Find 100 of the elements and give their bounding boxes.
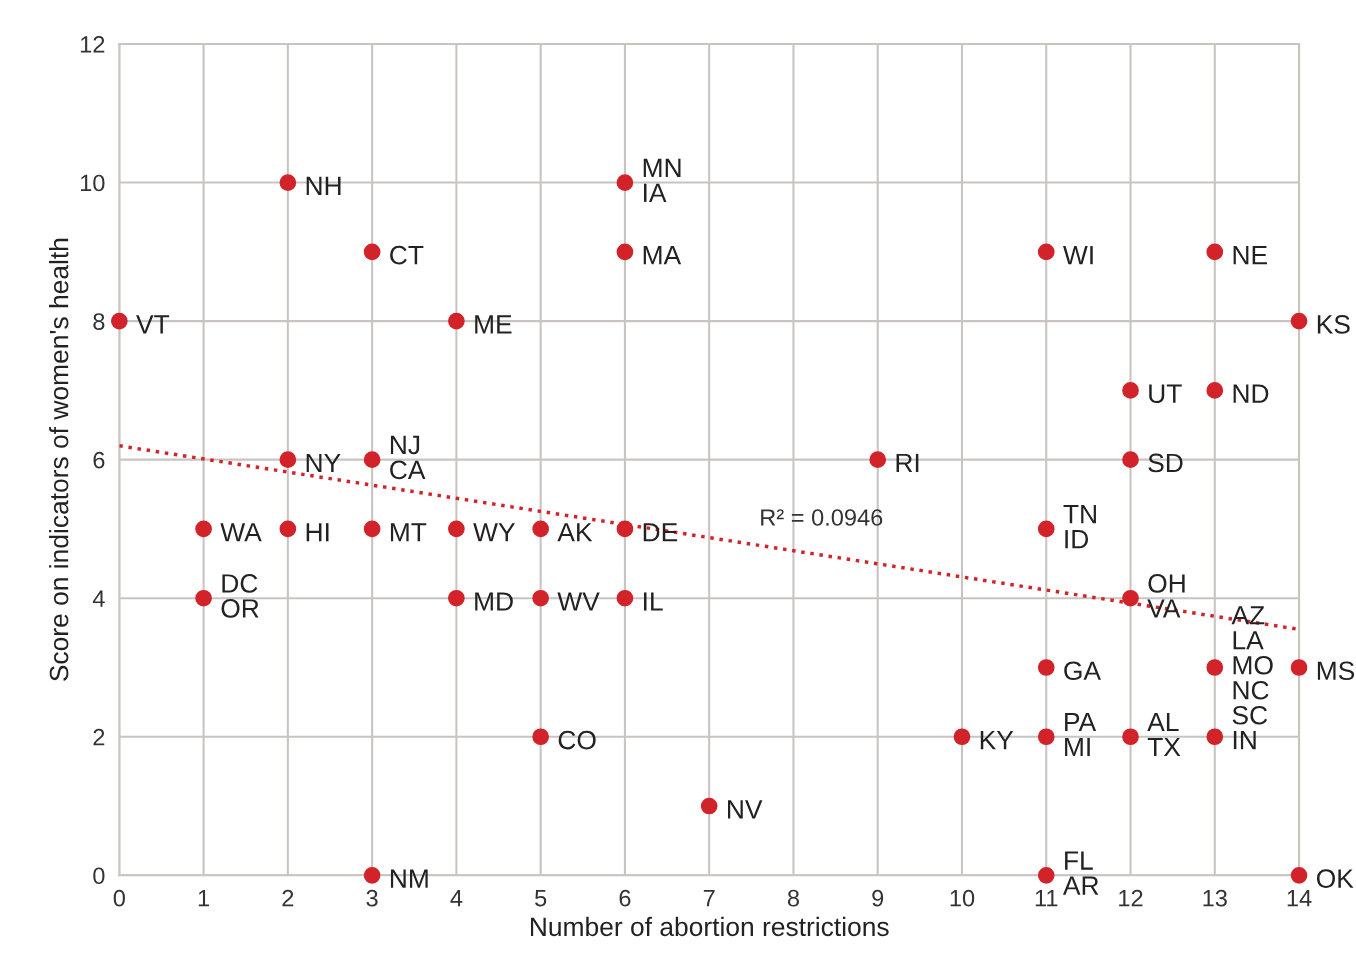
y-tick-label: 4 xyxy=(92,590,105,607)
y-tick-label: 10 xyxy=(80,174,105,192)
annotation: OH xyxy=(1148,574,1185,593)
annotation: MA xyxy=(643,246,682,265)
annotation: NH xyxy=(306,176,341,195)
annotation: UT xyxy=(1149,384,1182,404)
annotation: NJ xyxy=(390,435,420,455)
point xyxy=(1037,520,1055,538)
point xyxy=(448,589,465,607)
annotation: VT xyxy=(136,315,170,334)
point xyxy=(616,243,634,261)
annotation: LA xyxy=(1233,631,1264,650)
point xyxy=(1206,728,1224,746)
y-tick-label: 0 xyxy=(93,867,105,885)
x-tick-label: 6 xyxy=(619,889,631,907)
annotation: GA xyxy=(1064,661,1101,681)
y-tick-label: 6 xyxy=(93,451,105,469)
annotation: NV xyxy=(728,800,763,819)
y-axis-title: Score on indicators of women's health xyxy=(49,238,69,681)
annotation: AL xyxy=(1147,712,1179,732)
annotation: VA xyxy=(1147,599,1181,618)
x-tick-label: 2 xyxy=(282,889,294,907)
point xyxy=(1037,243,1055,261)
x-tick-label: 14 xyxy=(1287,890,1312,907)
point xyxy=(1122,728,1139,746)
annotation: MI xyxy=(1065,737,1090,757)
point xyxy=(363,866,381,884)
x-tick-label: 0 xyxy=(113,889,125,907)
x-tick-label: 7 xyxy=(703,890,715,907)
annotation: MD xyxy=(475,592,513,611)
annotation: NY xyxy=(306,453,341,473)
point xyxy=(1037,659,1055,676)
annotation: OR xyxy=(221,599,259,618)
annotation: ME xyxy=(475,315,512,334)
annotation: MO xyxy=(1233,655,1273,675)
annotation: OK xyxy=(1316,869,1354,888)
annotation: IA xyxy=(644,183,667,202)
annotation: CO xyxy=(558,730,596,750)
annotation: NM xyxy=(390,869,428,888)
annotation: ND xyxy=(1233,384,1269,403)
point xyxy=(1206,659,1224,676)
annotation: RI xyxy=(896,453,919,473)
annotation: WV xyxy=(557,592,600,611)
annotation: KY xyxy=(980,730,1014,750)
y-tick-label: 12 xyxy=(80,36,105,53)
point xyxy=(363,451,381,468)
annotation: TN xyxy=(1063,505,1096,524)
y-tick-label: 8 xyxy=(93,313,105,330)
annotation: IL xyxy=(644,592,663,611)
x-tick-label: 4 xyxy=(450,890,463,907)
point xyxy=(1206,382,1224,399)
point xyxy=(869,451,887,468)
x-tick-label: 5 xyxy=(535,890,547,907)
annotation: NE xyxy=(1233,246,1267,265)
point xyxy=(1290,312,1308,330)
x-tick-label: 10 xyxy=(950,889,975,907)
annotation: TX xyxy=(1147,737,1181,757)
point xyxy=(532,728,549,746)
annotation: AZ xyxy=(1231,606,1265,625)
point xyxy=(1122,451,1139,468)
point xyxy=(1206,243,1224,261)
annotation: HI xyxy=(306,523,329,542)
x-tick-label: 3 xyxy=(366,889,378,907)
point xyxy=(363,520,381,538)
point xyxy=(448,312,465,330)
point xyxy=(953,728,971,746)
point xyxy=(279,174,297,191)
annotation: MN xyxy=(643,158,681,177)
annotation: R² = 0.0946 xyxy=(761,509,883,526)
annotation: ID xyxy=(1065,530,1089,549)
x-tick-label: 11 xyxy=(1035,890,1058,907)
annotation: AK xyxy=(557,523,593,542)
point xyxy=(616,520,634,538)
x-tick-label: 13 xyxy=(1203,889,1227,907)
point xyxy=(195,520,212,538)
y-tick-label: 2 xyxy=(93,728,105,746)
x-tick-label: 1 xyxy=(198,890,210,907)
annotation: SD xyxy=(1148,453,1183,473)
point xyxy=(532,520,549,538)
annotation: NC xyxy=(1233,680,1269,700)
point xyxy=(532,589,549,607)
point xyxy=(1290,866,1308,884)
annotation: AR xyxy=(1062,876,1099,895)
x-tick-label: 9 xyxy=(872,889,884,907)
point xyxy=(1037,866,1055,884)
point xyxy=(1122,589,1139,607)
annotation: CA xyxy=(390,460,426,480)
point xyxy=(616,174,634,191)
x-axis-title: Number of abortion restrictions xyxy=(530,916,889,937)
annotation: DE xyxy=(643,523,678,542)
annotation: WI xyxy=(1063,246,1093,265)
annotation: FL xyxy=(1065,851,1093,870)
annotation: DC xyxy=(222,574,258,593)
annotation: KS xyxy=(1317,315,1350,334)
point xyxy=(279,451,297,468)
annotation: CT xyxy=(390,245,424,265)
annotation: PA xyxy=(1065,712,1097,732)
point xyxy=(1290,659,1308,676)
point xyxy=(363,243,381,261)
annotation: SC xyxy=(1232,705,1268,725)
